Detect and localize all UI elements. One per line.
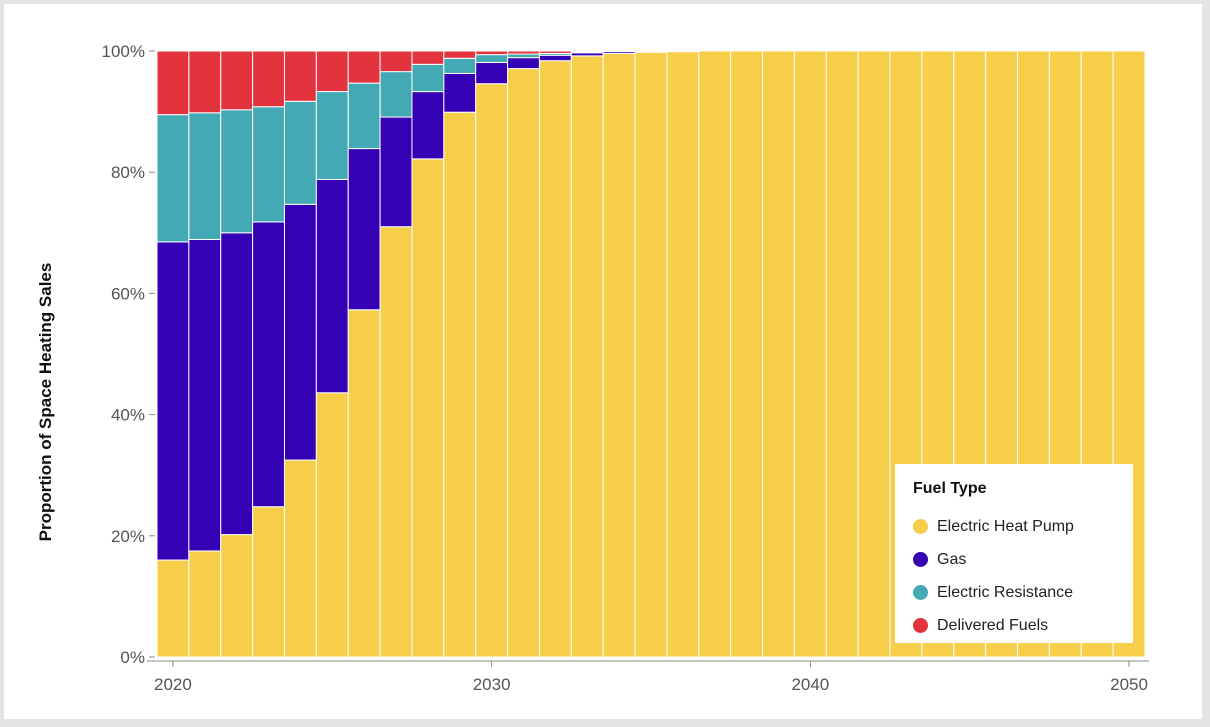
bar-electric-heat-pump-2027 [379,226,413,658]
legend-swatch-delivered-fuels [913,618,928,633]
bar-delivered-fuels-2021 [188,50,222,114]
bar-electric-heat-pump-2033 [570,55,604,658]
bar-gas-2032 [538,54,572,62]
bar-gas-2028 [411,91,445,160]
bar-delivered-fuels-2033 [570,50,604,53]
y-axis: 0% 20% 40% 60% 80% 100% [102,42,155,667]
bar-delivered-fuels-2032 [538,50,572,54]
bar-electric-heat-pump-2035 [634,51,668,658]
bar-electric-resistance-2023 [252,106,285,223]
bar-electric-resistance-2020 [156,114,190,243]
bar-electric-resistance-2026 [347,82,381,150]
legend-label: Electric Heat Pump [937,517,1074,535]
bar-electric-heat-pump-2037 [698,50,732,658]
bar-delivered-fuels-2022 [220,50,254,111]
bar-gas-2029 [443,72,477,113]
y-tick-label: 40% [111,406,145,425]
x-tick-label: 2040 [791,675,829,694]
legend-label: Electric Resistance [937,583,1074,601]
bars-group [156,50,1146,658]
bar-electric-heat-pump-2041 [825,50,859,658]
legend-swatch-electric-heat-pump [913,519,928,534]
bar-electric-resistance-2030 [475,54,509,64]
bar-gas-2024 [283,203,317,461]
chart-canvas: 0% 20% 40% 60% 80% 100% 2020 2030 2040 2050 Prop… [36,42,1149,694]
bar-electric-heat-pump-2026 [347,309,381,658]
y-tick-label: 80% [111,163,145,182]
bar-electric-heat-pump-2021 [188,550,222,658]
bar-gas-2025 [315,178,349,394]
legend-swatch-electric-resistance [913,585,928,600]
chart-frame: 0% 20% 40% 60% 80% 100% 2020 2030 2040 2050 Prop… [4,4,1202,719]
x-tick-label: 2050 [1110,675,1148,694]
bar-gas-2030 [475,62,509,85]
bar-delivered-fuels-2031 [507,50,540,55]
legend-item-delivered-fuels: Delivered Fuels [913,609,1115,642]
bar-delivered-fuels-2029 [443,50,477,59]
legend-label: Delivered Fuels [937,616,1049,634]
bar-electric-heat-pump-2029 [443,111,477,658]
bar-electric-resistance-2025 [315,91,349,180]
bar-electric-heat-pump-2020 [156,559,190,658]
y-axis-title: Proportion of Space Heating Sales [36,263,55,542]
bar-gas-2022 [220,232,254,536]
legend-item-electric-resistance: Electric Resistance [913,576,1115,609]
bar-electric-heat-pump-2030 [475,83,509,658]
bar-electric-resistance-2024 [283,100,317,205]
bar-electric-heat-pump-2023 [252,506,285,658]
bar-delivered-fuels-2026 [347,50,381,84]
bar-delivered-fuels-2020 [156,50,190,116]
y-tick-label: 60% [111,284,145,303]
bar-electric-heat-pump-2024 [283,459,317,658]
x-tick-label: 2020 [154,675,192,694]
bar-electric-heat-pump-2038 [730,50,764,658]
bar-electric-heat-pump-2036 [666,51,700,658]
bar-delivered-fuels-2027 [379,50,413,73]
bar-electric-heat-pump-2034 [602,52,636,658]
legend: Fuel Type Electric Heat Pump Gas Electri… [895,464,1133,643]
x-tick-label: 2030 [473,675,511,694]
bar-electric-resistance-2027 [379,71,413,118]
bar-electric-heat-pump-2028 [411,158,445,658]
bar-gas-2023 [252,221,285,508]
bar-electric-heat-pump-2039 [762,50,795,658]
y-tick-label: 20% [111,527,145,546]
bar-electric-heat-pump-2022 [220,534,254,658]
bar-gas-2021 [188,238,222,552]
bar-gas-2031 [507,57,540,70]
bar-gas-2026 [347,148,381,311]
bar-electric-heat-pump-2040 [793,50,827,658]
bar-electric-resistance-2021 [188,112,222,240]
bar-gas-2020 [156,241,190,561]
bar-electric-heat-pump-2032 [538,60,572,658]
bar-electric-resistance-2029 [443,57,477,74]
bar-gas-2027 [379,116,413,228]
bar-electric-resistance-2031 [507,53,540,59]
bar-delivered-fuels-2025 [315,50,349,93]
bar-electric-resistance-2022 [220,109,254,234]
bar-electric-resistance-2028 [411,63,445,93]
legend-label: Gas [937,550,967,568]
bar-electric-heat-pump-2025 [315,392,349,658]
y-tick-label: 0% [120,648,145,667]
x-axis: 2020 2030 2040 2050 [147,660,1149,694]
bar-delivered-fuels-2024 [283,50,317,102]
bar-delivered-fuels-2030 [475,50,509,56]
bar-delivered-fuels-2028 [411,50,445,65]
legend-title: Fuel Type [913,480,987,497]
legend-item-gas: Gas [913,543,1115,576]
legend-swatch-gas [913,552,928,567]
y-tick-label: 100% [102,42,145,61]
bar-electric-heat-pump-2042 [857,50,891,658]
bar-electric-heat-pump-2031 [507,68,540,658]
legend-item-electric-heat-pump: Electric Heat Pump [913,510,1115,543]
bar-delivered-fuels-2023 [252,50,285,108]
